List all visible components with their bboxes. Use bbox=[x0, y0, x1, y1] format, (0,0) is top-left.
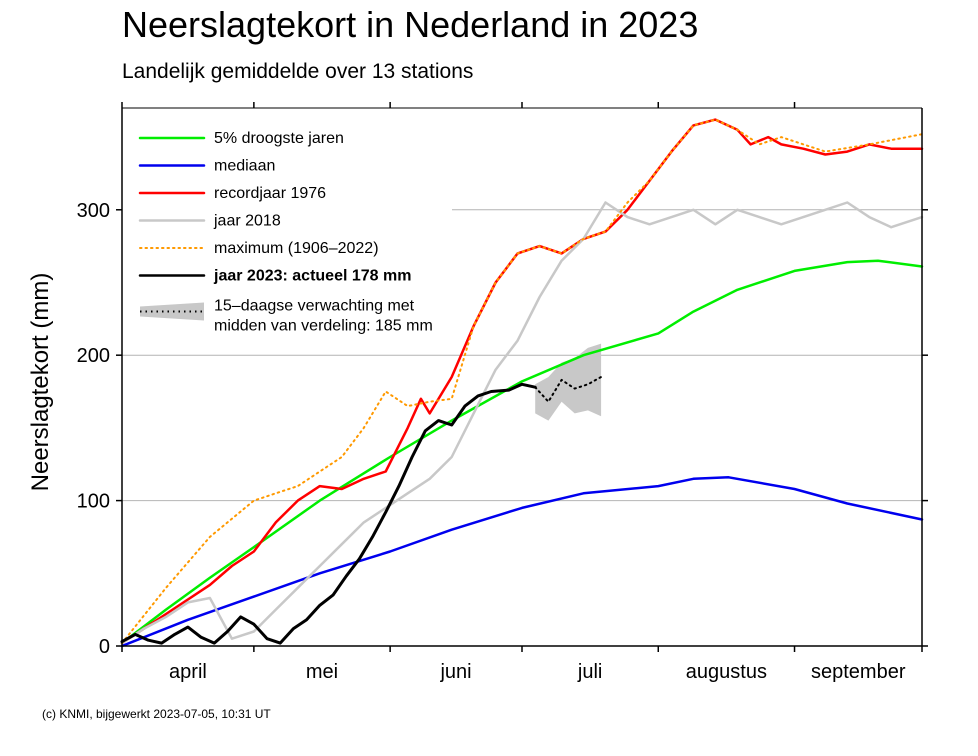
legend-label-forecast: 15–daagse verwachting met bbox=[214, 298, 415, 315]
series-line-3 bbox=[120, 201, 924, 645]
series-line-5 bbox=[120, 382, 537, 645]
legend-label-1: mediaan bbox=[214, 158, 275, 175]
legend-label-0: 5% droogste jaren bbox=[214, 130, 344, 147]
chart-subtitle: Landelijk gemiddelde over 13 stations bbox=[122, 60, 474, 83]
series-layer bbox=[120, 118, 924, 648]
y-tick-label-100: 100 bbox=[77, 491, 110, 513]
tick-layer: 0 100 200 300 april mei juni juli augustus septem… bbox=[77, 102, 928, 683]
x-month-label-juni: juni bbox=[439, 661, 471, 683]
forecast-band bbox=[535, 343, 602, 421]
x-month-label-september: september bbox=[811, 661, 906, 683]
y-axis-label: Neerslagtekort (mm) bbox=[27, 273, 54, 492]
legend-swatch-band bbox=[140, 302, 204, 321]
forecast-band-layer bbox=[535, 343, 602, 421]
legend-label-3: jaar 2018 bbox=[213, 213, 281, 230]
series-line-1 bbox=[120, 476, 924, 648]
series-line-4 bbox=[121, 118, 923, 645]
chart-canvas: 0 100 200 300 april mei juni juli augustus septem… bbox=[27, 102, 928, 683]
chart-title: Neerslagtekort in Nederland in 2023 bbox=[122, 4, 699, 45]
series-line-6 bbox=[534, 376, 603, 403]
x-month-label-augustus: augustus bbox=[686, 661, 767, 683]
y-tick-label-200: 200 bbox=[77, 345, 110, 367]
grid-layer bbox=[122, 209, 922, 502]
y-tick-label-300: 300 bbox=[77, 200, 110, 222]
legend-label-5: jaar 2023: actueel 178 mm bbox=[213, 268, 411, 285]
legend-label-4: maximum (1906–2022) bbox=[214, 240, 379, 257]
x-month-label-juli: juli bbox=[577, 661, 602, 683]
series-line-0 bbox=[120, 259, 924, 645]
y-tick-label-0: 0 bbox=[99, 636, 110, 658]
legend-label-forecast-2: midden van verdeling: 185 mm bbox=[214, 318, 433, 335]
legend-layer: 5% droogste jaren mediaan recordjaar 1976 j… bbox=[138, 130, 433, 335]
legend-label-2: recordjaar 1976 bbox=[214, 185, 326, 202]
footer-credit: (c) KNMI, bijgewerkt 2023-07-05, 10:31 U… bbox=[42, 707, 271, 721]
x-month-label-mei: mei bbox=[306, 661, 338, 683]
x-month-label-april: april bbox=[169, 661, 207, 683]
